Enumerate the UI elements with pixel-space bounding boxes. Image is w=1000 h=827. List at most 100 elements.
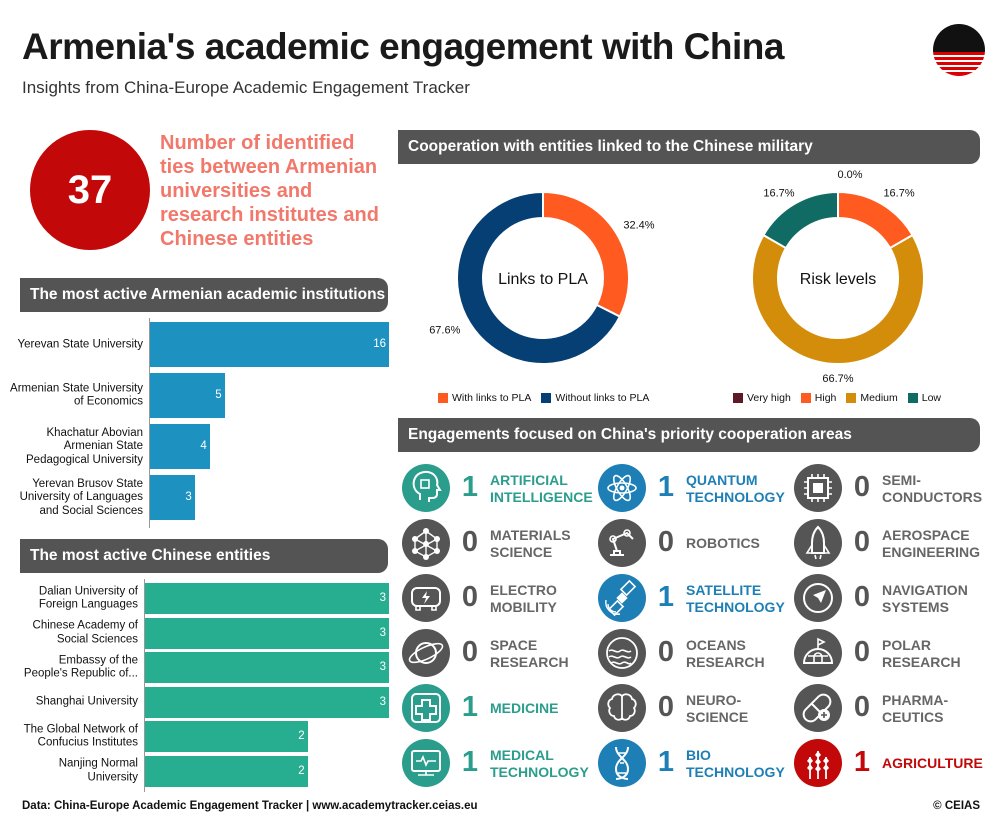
legend-item: Without links to PLA [541, 392, 649, 404]
bar-axis [144, 579, 145, 792]
area-label: ARTIFICIAL INTELLIGENCE [490, 472, 593, 505]
bar-category-label: Shanghai University [35, 695, 138, 708]
legend-item: Medium [846, 392, 898, 404]
area-label: MATERIALS SCIENCE [490, 527, 571, 560]
donut-slice [751, 233, 925, 365]
ai-head-icon [402, 464, 450, 512]
area-label: AEROSPACE ENGINEERING [882, 527, 981, 560]
donut-value-label: 0.0% [837, 169, 862, 181]
bar: 3 [145, 583, 389, 614]
bar-value-label: 3 [379, 592, 386, 604]
area-count: 1 [461, 746, 479, 778]
area-label: ROBOTICS [686, 535, 760, 551]
area-label: BIO TECHNOLOGY [686, 747, 785, 780]
compass-icon [794, 574, 842, 622]
area-count: 0 [853, 471, 871, 503]
area-count: 0 [657, 526, 675, 558]
legend-swatch [733, 393, 743, 403]
footer-link[interactable]: www.academytracker.ceias.eu [312, 800, 478, 812]
area-count: 0 [657, 691, 675, 723]
page-title: Armenia's academic engagement with China [22, 26, 784, 67]
bar-category-label: Yerevan Brusov State University of Langu… [19, 477, 143, 517]
areas-section-header: Engagements focused on China's priority … [398, 418, 980, 452]
bar-value-label: 3 [379, 626, 386, 639]
kpi-circle: 37 [30, 130, 150, 250]
ceias-logo [933, 24, 985, 76]
legend-swatch [438, 393, 448, 403]
bar-category-label: Embassy of the People's Republic of... [23, 654, 138, 680]
area-count: 1 [461, 471, 479, 503]
bar-category-label: The Global Network of Confucius Institut… [23, 723, 138, 749]
bar-category-label: Yerevan State University [17, 337, 143, 350]
planet-icon [402, 629, 450, 677]
area-label: MEDICINE [490, 700, 559, 716]
bar: 5 [150, 373, 225, 418]
area-count: 1 [853, 746, 871, 778]
area-label: AGRICULTURE [882, 755, 983, 771]
area-label: SEMI- CONDUCTORS [882, 472, 983, 505]
satellite-icon [598, 574, 646, 622]
bar-value-label: 3 [379, 695, 386, 708]
legend-label: Medium [860, 392, 898, 404]
donut-slice [837, 190, 914, 250]
bar-category-label: Armenian State University of Economics [10, 382, 143, 408]
bar-category-label: Chinese Academy of Social Sciences [32, 619, 138, 646]
legend-item: High [800, 392, 837, 404]
donut-legend: Very high High Medium Low [733, 392, 941, 404]
brain-icon [598, 684, 646, 732]
bar: 3 [150, 475, 195, 520]
bar-value-label: 3 [379, 661, 386, 673]
legend-label: Very high [747, 392, 791, 404]
area-label: SATELLITE TECHNOLOGY [686, 582, 785, 615]
area-label: OCEANS RESEARCH [686, 637, 765, 670]
page-subtitle: Insights from China-Europe Academic Enga… [22, 78, 470, 97]
area-label: PHARMA- CEUTICS [882, 692, 949, 725]
legend-swatch [800, 393, 811, 403]
bar: 3 [145, 617, 389, 649]
donut-legend: With links to PLA Without links to PLA [438, 392, 649, 404]
bar-category-label: Khachatur Abovian Armenian State Pedagog… [26, 426, 143, 466]
legend-swatch [541, 393, 552, 403]
dna-icon [598, 739, 646, 787]
bar: 16 [150, 322, 389, 367]
area-count: 0 [853, 581, 871, 613]
kpi-text: Number of identified ties between Armeni… [160, 132, 379, 250]
donut-value-label: 16.7% [763, 188, 794, 200]
bar-value-label: 2 [298, 764, 305, 777]
bar: 3 [145, 686, 389, 718]
bar-axis [149, 318, 150, 528]
chinese-section-header: The most active Chinese entities [20, 539, 388, 573]
wheat-icon [794, 739, 842, 787]
area-count: 1 [657, 471, 675, 503]
bar: 2 [145, 721, 308, 752]
bar-value-label: 4 [200, 440, 207, 452]
chip-icon [794, 464, 842, 512]
robot-arm-icon [598, 519, 646, 567]
footer-source-text: Data: China-Europe Academic Engagement T… [22, 800, 313, 812]
pill-icon [794, 684, 842, 732]
medical-cross-icon [402, 684, 450, 732]
area-label: POLAR RESEARCH [882, 637, 961, 670]
bar: 2 [145, 755, 308, 787]
area-label: ELECTRO MOBILITY [490, 582, 557, 615]
area-label: NEURO- SCIENCE [686, 692, 749, 725]
legend-label: High [814, 392, 837, 404]
donut-center-title: Links to PLA [498, 271, 588, 288]
donut-slice [762, 190, 839, 250]
area-count: 0 [461, 636, 479, 668]
heart-monitor-icon [402, 739, 450, 787]
bar-value-label: 2 [298, 730, 305, 742]
bar-value-label: 5 [215, 389, 222, 401]
legend-item: Very high [733, 392, 791, 404]
donut-value-label: 16.7% [883, 188, 914, 200]
armenian-section-header: The most active Armenian academic instit… [20, 278, 388, 312]
bar: 4 [150, 424, 210, 469]
legend-label: With links to PLA [452, 392, 532, 404]
legend-label: Low [921, 392, 942, 404]
area-label: SPACE RESEARCH [490, 637, 569, 670]
legend-label: Without links to PLA [555, 392, 650, 404]
area-count: 0 [853, 636, 871, 668]
legend-swatch [907, 393, 918, 403]
area-label: QUANTUM TECHNOLOGY [686, 472, 785, 505]
area-count: 0 [461, 581, 479, 613]
